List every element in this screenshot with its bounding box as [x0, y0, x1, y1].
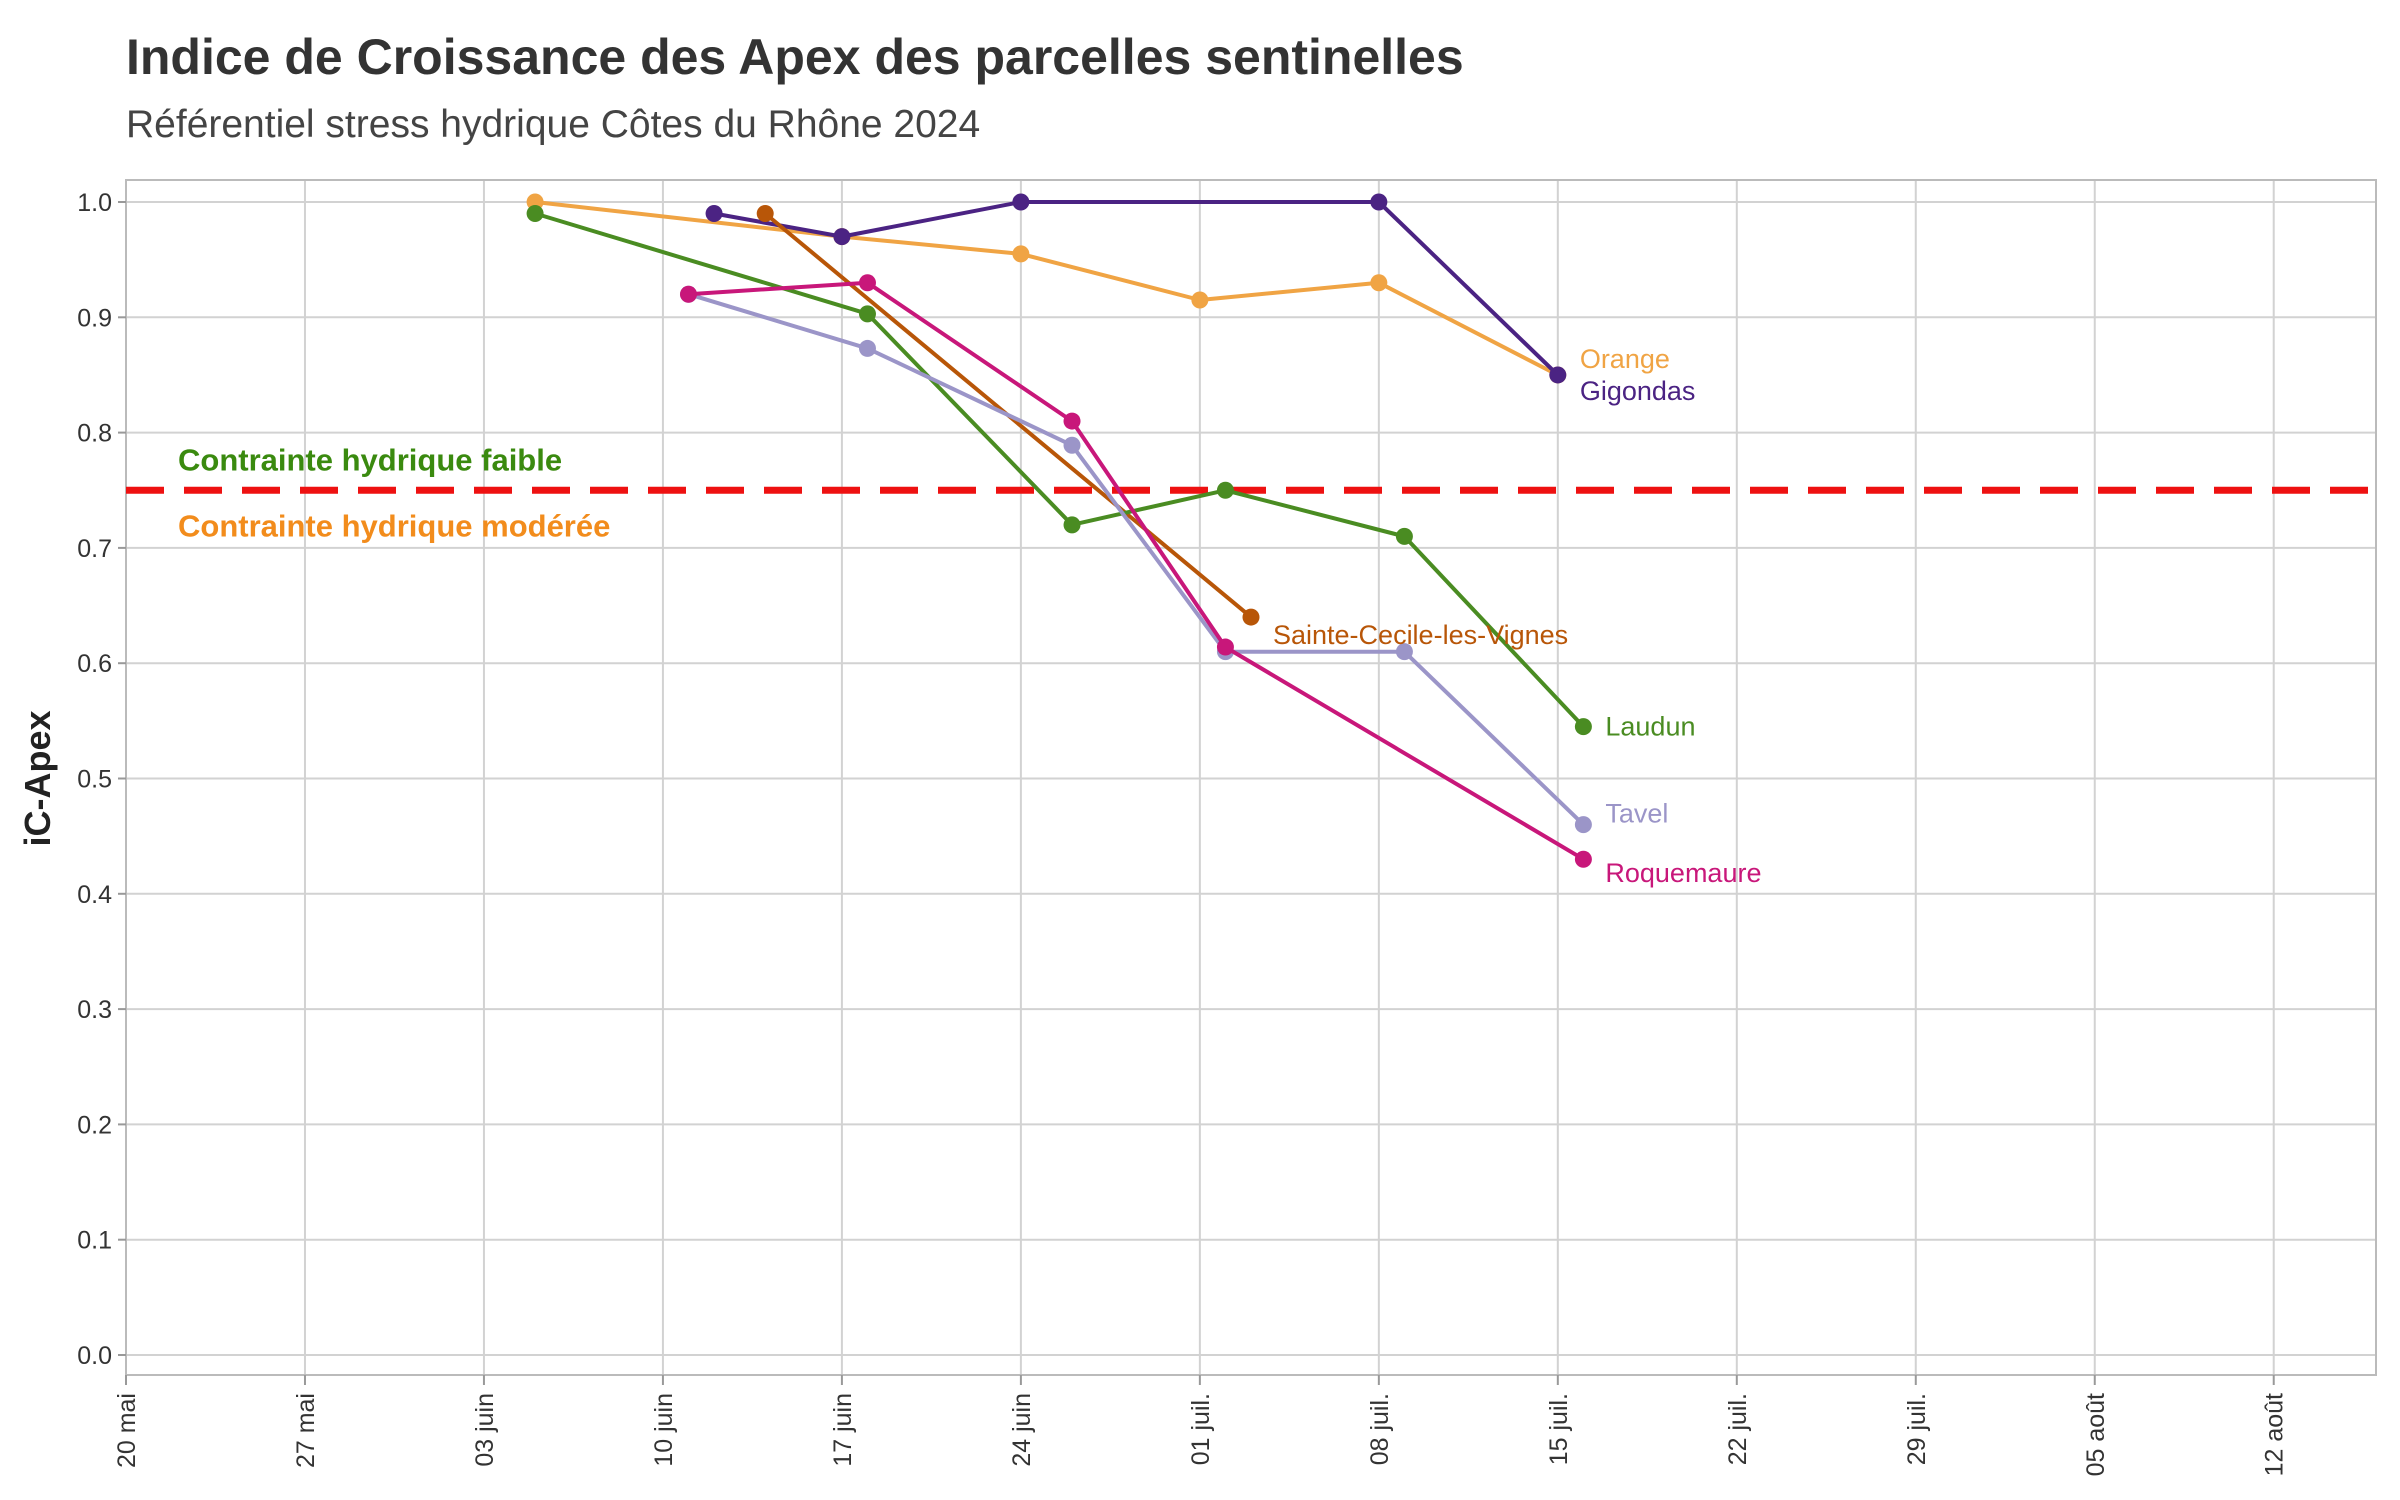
- data-point-gigondas: [833, 228, 851, 246]
- data-point-orange: [1191, 291, 1209, 309]
- data-point-laudun: [1063, 516, 1081, 534]
- series-line-gigondas: [712, 200, 1560, 377]
- series-line-orange: [533, 200, 1560, 377]
- data-point-laudun: [1395, 527, 1413, 545]
- y-tick-label: 0.2: [77, 1111, 112, 1139]
- axis-layer: 0.0 0.1 0.2 0.3 0.4 0.5 0.6 0.7 0.8 0.9 1.0 20 mai 2…: [17, 189, 2289, 1476]
- data-point-gigondas: [1549, 366, 1567, 384]
- series-layer: [526, 193, 1592, 868]
- data-point-laudun: [526, 205, 544, 223]
- series-laudun: [526, 205, 1592, 736]
- series-gigondas: [705, 193, 1567, 384]
- y-tick-label: 0.8: [77, 420, 112, 448]
- zone-label-faible: Contrainte hydrique faible: [178, 442, 562, 477]
- data-point-gigondas: [1370, 193, 1388, 211]
- data-point-roquemaure: [858, 274, 876, 292]
- y-axis-title: iC-Apex: [17, 710, 58, 846]
- chart-subtitle: Référentiel stress hydrique Côtes du Rhô…: [126, 103, 981, 146]
- data-point-tavel: [1063, 436, 1081, 454]
- zone-label-moderee: Contrainte hydrique modérée: [178, 508, 610, 543]
- data-point-laudun: [1216, 481, 1234, 499]
- x-tick-label: 22 juil.: [1724, 1393, 1752, 1465]
- data-point-tavel: [1574, 816, 1592, 834]
- y-tick-label: 0.0: [77, 1342, 112, 1370]
- x-tick-label: 03 juin: [471, 1393, 499, 1467]
- x-tick-label: 27 mai: [292, 1393, 320, 1468]
- series-label-gigondas: Gigondas: [1580, 376, 1696, 406]
- x-tick-label: 17 juin: [829, 1393, 857, 1467]
- data-point-roquemaure: [1063, 412, 1081, 430]
- x-tick-label: 29 juil.: [1903, 1393, 1931, 1465]
- x-tick-label: 15 juil.: [1545, 1393, 1573, 1465]
- x-tick-label: 08 juil.: [1366, 1393, 1394, 1465]
- series-label-sainte-cecile-les-vignes: Sainte-Cecile-les-Vignes: [1273, 620, 1568, 650]
- data-point-gigondas: [705, 205, 723, 223]
- y-tick-label: 0.4: [77, 881, 112, 909]
- series-line-tavel: [686, 292, 1586, 827]
- series-tavel: [680, 285, 1592, 834]
- data-point-orange: [1012, 245, 1030, 263]
- y-tick-label: 0.5: [77, 766, 112, 794]
- series-line-laudun: [533, 211, 1586, 729]
- data-point-tavel: [1395, 643, 1413, 661]
- data-point-sainte-cecile-les-vignes: [1242, 608, 1260, 626]
- data-point-laudun: [858, 305, 876, 323]
- x-tick-label: 20 mai: [113, 1393, 141, 1468]
- data-point-laudun: [1574, 718, 1592, 736]
- data-point-orange: [1370, 274, 1388, 292]
- y-tick-label: 0.7: [77, 535, 112, 563]
- series-label-roquemaure: Roquemaure: [1605, 858, 1761, 888]
- data-point-roquemaure: [1216, 638, 1234, 656]
- x-tick-label: 01 juil.: [1187, 1393, 1215, 1465]
- data-point-sainte-cecile-les-vignes: [756, 205, 774, 223]
- series-line-roquemaure: [686, 280, 1586, 862]
- series-roquemaure: [680, 274, 1592, 868]
- x-tick-label: 05 août: [2082, 1393, 2110, 1476]
- series-label-laudun: Laudun: [1605, 712, 1695, 742]
- series-label-orange: Orange: [1580, 344, 1670, 374]
- chart-title: Indice de Croissance des Apex des parcel…: [126, 29, 1464, 85]
- y-tick-label: 0.6: [77, 650, 112, 678]
- x-tick-label: 10 juin: [650, 1393, 678, 1467]
- x-tick-label: 12 août: [2261, 1393, 2289, 1476]
- series-label-tavel: Tavel: [1605, 799, 1668, 829]
- y-tick-label: 0.1: [77, 1227, 112, 1255]
- data-point-tavel: [858, 339, 876, 357]
- threshold-layer: Contrainte hydrique faible Contrainte hyd…: [126, 442, 2376, 543]
- data-point-roquemaure: [680, 285, 697, 303]
- y-tick-label: 0.9: [77, 304, 112, 332]
- data-point-gigondas: [1012, 193, 1030, 211]
- y-tick-label: 1.0: [77, 189, 112, 217]
- x-tick-label: 24 juin: [1008, 1393, 1036, 1467]
- grid-layer: [125, 180, 2376, 1375]
- data-point-roquemaure: [1574, 850, 1592, 868]
- y-tick-label: 0.3: [77, 996, 112, 1024]
